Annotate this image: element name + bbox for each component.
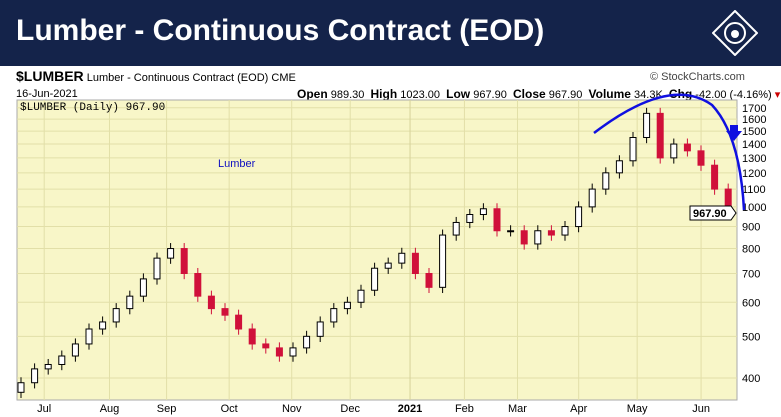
- x-tick-label: Feb: [455, 403, 474, 415]
- candle-body: [439, 234, 447, 288]
- x-tick-label: Apr: [570, 403, 587, 415]
- candle-body: [683, 143, 691, 152]
- last-value-tag: [689, 205, 737, 221]
- quote-stats: Open 989.30 High 1023.00 Low 967.90 Clos…: [297, 87, 781, 101]
- y-tick-label: 1400: [742, 139, 766, 151]
- candle-body: [547, 230, 555, 236]
- plot-area: [16, 99, 738, 401]
- candle-body: [602, 172, 610, 190]
- candle-body: [643, 112, 651, 138]
- candle-body: [575, 206, 583, 228]
- candle-body: [466, 214, 474, 223]
- candle-body: [167, 248, 175, 259]
- candle-body: [507, 230, 515, 233]
- candle-body: [534, 230, 542, 245]
- candle-body: [99, 321, 107, 330]
- candle-body: [316, 321, 324, 337]
- y-tick-label: 600: [742, 297, 760, 309]
- x-tick-label: Dec: [340, 403, 360, 415]
- candle-body: [303, 335, 311, 349]
- candle-body: [670, 143, 678, 159]
- candle-body: [697, 150, 705, 166]
- candle-body: [235, 314, 243, 330]
- candle-body: [221, 308, 229, 316]
- y-tick-label: 500: [742, 331, 760, 343]
- candle-body: [561, 226, 569, 236]
- candle-body: [44, 363, 52, 370]
- x-tick-label: Nov: [282, 403, 302, 415]
- x-tick-label: Mar: [508, 403, 527, 415]
- candle-body: [479, 208, 487, 216]
- candle-body: [493, 208, 501, 232]
- x-tick-label: Jun: [692, 403, 710, 415]
- candle-body: [398, 252, 406, 264]
- candle-body: [452, 221, 460, 236]
- candle-body: [248, 328, 256, 345]
- x-tick-label: May: [627, 403, 648, 415]
- candle-body: [85, 328, 93, 345]
- candle-body: [275, 347, 283, 357]
- candle-body: [207, 295, 215, 310]
- candle-body: [262, 343, 270, 349]
- candle-body: [31, 368, 39, 384]
- banner-title: Lumber - Continuous Contract (EOD): [16, 14, 545, 47]
- y-tick-label: 800: [742, 244, 760, 256]
- copyright: © StockCharts.com: [650, 71, 745, 83]
- candle-body: [194, 272, 202, 297]
- candle-body: [17, 382, 25, 393]
- y-tick-label: 1100: [742, 184, 766, 196]
- candle-body: [139, 278, 147, 297]
- lion-logo-icon: [712, 10, 758, 56]
- candle-body: [180, 248, 188, 274]
- candle-body: [411, 252, 419, 274]
- chart-title: $LUMBER (Daily) 967.90: [20, 102, 165, 114]
- candle-body: [58, 355, 66, 365]
- y-tick-label: 1600: [742, 114, 766, 126]
- quote-date: 16-Jun-2021: [16, 88, 78, 100]
- exchange: CME: [271, 72, 296, 84]
- x-tick-label: Oct: [221, 403, 238, 415]
- y-tick-label: 1300: [742, 153, 766, 165]
- trend-arc-annotation: [593, 93, 746, 211]
- candle-body: [656, 112, 664, 159]
- y-tick-label: 700: [742, 268, 760, 280]
- y-tick-label: 400: [742, 373, 760, 385]
- series-label: Lumber: [218, 158, 256, 170]
- x-tick-label: Jul: [37, 403, 51, 415]
- y-tick-label: 1700: [742, 103, 766, 115]
- symbol: $LUMBER: [16, 68, 84, 84]
- candle-body: [126, 295, 134, 310]
- candle-body: [615, 160, 623, 174]
- x-tick-label: Aug: [100, 403, 120, 415]
- candle-body: [425, 272, 433, 288]
- candle-body: [71, 343, 79, 357]
- x-tick-label: 2021: [398, 403, 422, 415]
- candle-body: [153, 257, 161, 280]
- down-arrow-icon: [726, 125, 742, 141]
- candle-body: [629, 136, 637, 162]
- y-tick-label: 1500: [742, 126, 766, 138]
- candle-body: [384, 262, 392, 269]
- y-tick-label: 900: [742, 222, 760, 234]
- candle-body: [112, 308, 120, 323]
- candle-body: [520, 230, 528, 245]
- x-tick-label: Sep: [157, 403, 177, 415]
- instrument-name: Lumber - Continuous Contract (EOD): [86, 72, 269, 84]
- last-value-label: 967.90: [693, 208, 727, 220]
- candle-body: [371, 267, 379, 291]
- y-tick-label: 1200: [742, 168, 766, 180]
- y-tick-label: 1000: [742, 202, 766, 214]
- candle-body: [357, 289, 365, 303]
- candle-body: [588, 188, 596, 208]
- candle-body: [289, 347, 297, 357]
- title-banner: Lumber - Continuous Contract (EOD): [0, 0, 781, 66]
- candle-body: [711, 164, 719, 190]
- candle-body: [343, 301, 351, 310]
- candle-body: [330, 308, 338, 323]
